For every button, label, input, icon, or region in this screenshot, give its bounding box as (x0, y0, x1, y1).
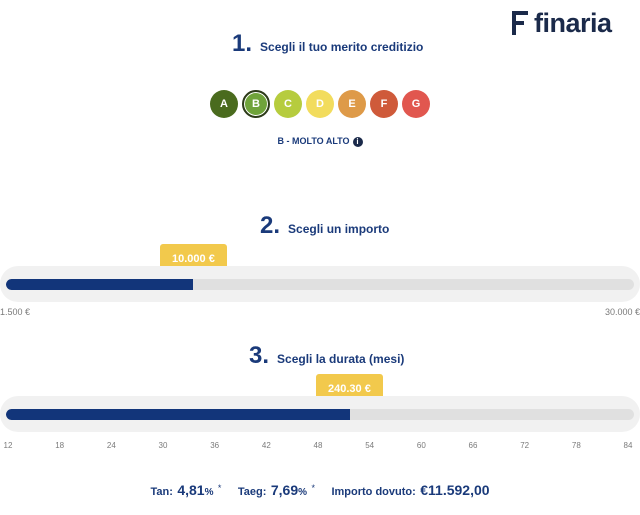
step-2-heading: 2. Scegli un importo (260, 212, 389, 240)
amount-slider-track[interactable] (6, 279, 634, 290)
rating-description-text: B - MOLTO ALTO (277, 136, 350, 146)
tan-unit: % (204, 487, 214, 498)
duration-tick-label: 78 (571, 441, 581, 450)
due-label: Importo dovuto: (331, 486, 416, 498)
tan-asterisk: * (217, 483, 222, 493)
duration-tick-label: 18 (55, 441, 65, 450)
grade-c-button[interactable]: C (274, 90, 302, 118)
rating-description: B - MOLTO ALTO i (0, 136, 640, 147)
tan-label: Tan: (150, 486, 173, 498)
taeg-value: 7,69 (270, 482, 299, 498)
duration-tick-label: 36 (210, 441, 220, 450)
due-summary: Importo dovuto: €11.592,00 (331, 482, 489, 499)
amount-slider[interactable] (0, 266, 640, 302)
duration-tick-label: 24 (106, 441, 116, 450)
finaria-logo: finaria (512, 8, 612, 38)
duration-slider[interactable] (0, 396, 640, 432)
taeg-asterisk: * (311, 483, 315, 493)
grade-f-button[interactable]: F (370, 90, 398, 118)
step-2-number: 2. (260, 212, 281, 239)
amount-slider-fill (6, 279, 194, 290)
step-3-title: Scegli la durata (mesi) (277, 352, 405, 366)
duration-tick-label: 12 (3, 441, 13, 450)
duration-tick-label: 42 (261, 441, 271, 450)
step-3-number: 3. (249, 342, 270, 369)
grade-g-button[interactable]: G (402, 90, 430, 118)
duration-tick-label: 60 (416, 441, 426, 450)
finaria-logo-icon (512, 11, 528, 35)
step-1-number: 1. (232, 30, 253, 57)
duration-tick-label: 72 (520, 441, 530, 450)
duration-slider-track[interactable] (6, 409, 634, 420)
duration-slider-fill (6, 409, 350, 420)
duration-tick-label: 30 (158, 441, 168, 450)
step-1-heading: 1. Scegli il tuo merito creditizio (232, 30, 423, 58)
duration-tick-label: 84 (623, 441, 633, 450)
duration-tick-label: 66 (468, 441, 478, 450)
grade-e-button[interactable]: E (338, 90, 366, 118)
taeg-summary: Taeg: 7,69% * (238, 482, 320, 499)
amount-max-label: 30.000 € (604, 307, 640, 317)
tan-value: 4,81 (177, 482, 205, 498)
taeg-label: Taeg: (237, 486, 267, 498)
grade-d-button[interactable]: D (306, 90, 334, 118)
step-2-title: Scegli un importo (288, 222, 390, 236)
step-1-title: Scegli il tuo merito creditizio (260, 40, 424, 54)
grade-a-button[interactable]: A (210, 90, 238, 118)
loan-summary: Tan: 4,81% * Taeg: 7,69% * Importo dovut… (0, 482, 640, 500)
step-3-heading: 3. Scegli la durata (mesi) (249, 342, 404, 370)
logo-text: finaria (534, 7, 612, 38)
taeg-unit: % (298, 487, 308, 498)
amount-min-label: 1.500 € (0, 307, 31, 317)
grade-b-button[interactable]: B (242, 90, 270, 118)
info-icon[interactable]: i (352, 137, 363, 147)
duration-tick-label: 54 (365, 441, 375, 450)
due-value: €11.592,00 (420, 482, 490, 498)
duration-tick-label: 48 (313, 441, 323, 450)
tan-summary: Tan: 4,81% * (150, 482, 225, 499)
